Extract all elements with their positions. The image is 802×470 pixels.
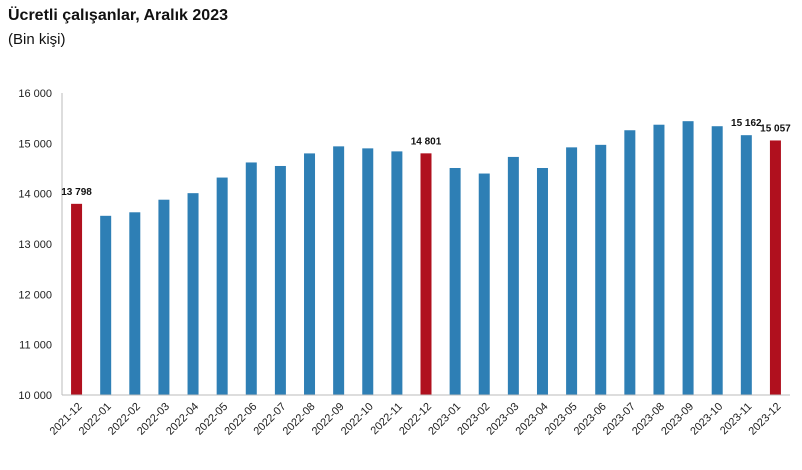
x-tick-label: 2023-12: [747, 401, 784, 438]
bar-2023-11: [740, 135, 752, 396]
bar-2022-07: [274, 165, 286, 395]
bar-2023-02: [478, 173, 490, 395]
bar-2022-06: [245, 162, 257, 395]
data-label-2022-12: 14 801: [411, 136, 442, 147]
data-label-2023-11: 15 162: [731, 118, 762, 129]
bar-2022-04: [187, 193, 199, 395]
bar-2023-03: [507, 156, 519, 395]
y-tick-label: 12 000: [18, 289, 52, 301]
bar-2023-04: [536, 167, 548, 395]
y-tick-label: 10 000: [18, 390, 52, 402]
bar-2023-09: [682, 121, 694, 395]
y-tick-label: 14 000: [18, 189, 52, 201]
y-tick-label: 15 000: [18, 138, 52, 150]
bar-2022-11: [391, 151, 403, 395]
x-tick-label: 2022-10: [339, 401, 376, 438]
bar-2022-03: [158, 199, 170, 395]
y-tick-label: 11 000: [19, 340, 52, 352]
bar-2022-01: [100, 215, 112, 395]
x-tick-label: 2023-10: [688, 401, 725, 438]
bar-highlight-2023-12: [769, 140, 781, 395]
y-tick-label: 16 000: [18, 88, 52, 100]
bar-2023-10: [711, 126, 723, 395]
y-axis: 10 000 11 000 12 000 13 000 14 000 15 000 16 0…: [18, 88, 52, 402]
bar-2023-05: [566, 147, 578, 395]
bar-2022-08: [304, 153, 316, 395]
bar-2022-09: [333, 146, 345, 395]
bar-2022-05: [216, 177, 228, 395]
bar-2023-06: [595, 144, 607, 395]
data-label-2021-12: 13 798: [61, 187, 92, 198]
y-tick-label: 13 000: [18, 239, 52, 251]
chart-subtitle: (Bin kişi): [8, 31, 66, 48]
x-axis: 2021-122022-012022-022022-032022-042022-…: [48, 401, 784, 438]
bar-2022-02: [129, 212, 141, 395]
bars: [71, 121, 781, 396]
bar-highlight-2021-12: [71, 203, 83, 395]
bar-2022-10: [362, 148, 374, 395]
data-label-2023-12: 15 057: [760, 123, 791, 134]
bar-highlight-2022-12: [420, 153, 432, 395]
chart-title: Ücretli çalışanlar, Aralık 2023: [8, 7, 228, 24]
bar-2023-07: [624, 130, 636, 395]
bar-2023-08: [653, 124, 665, 396]
bar-2023-01: [449, 167, 461, 395]
